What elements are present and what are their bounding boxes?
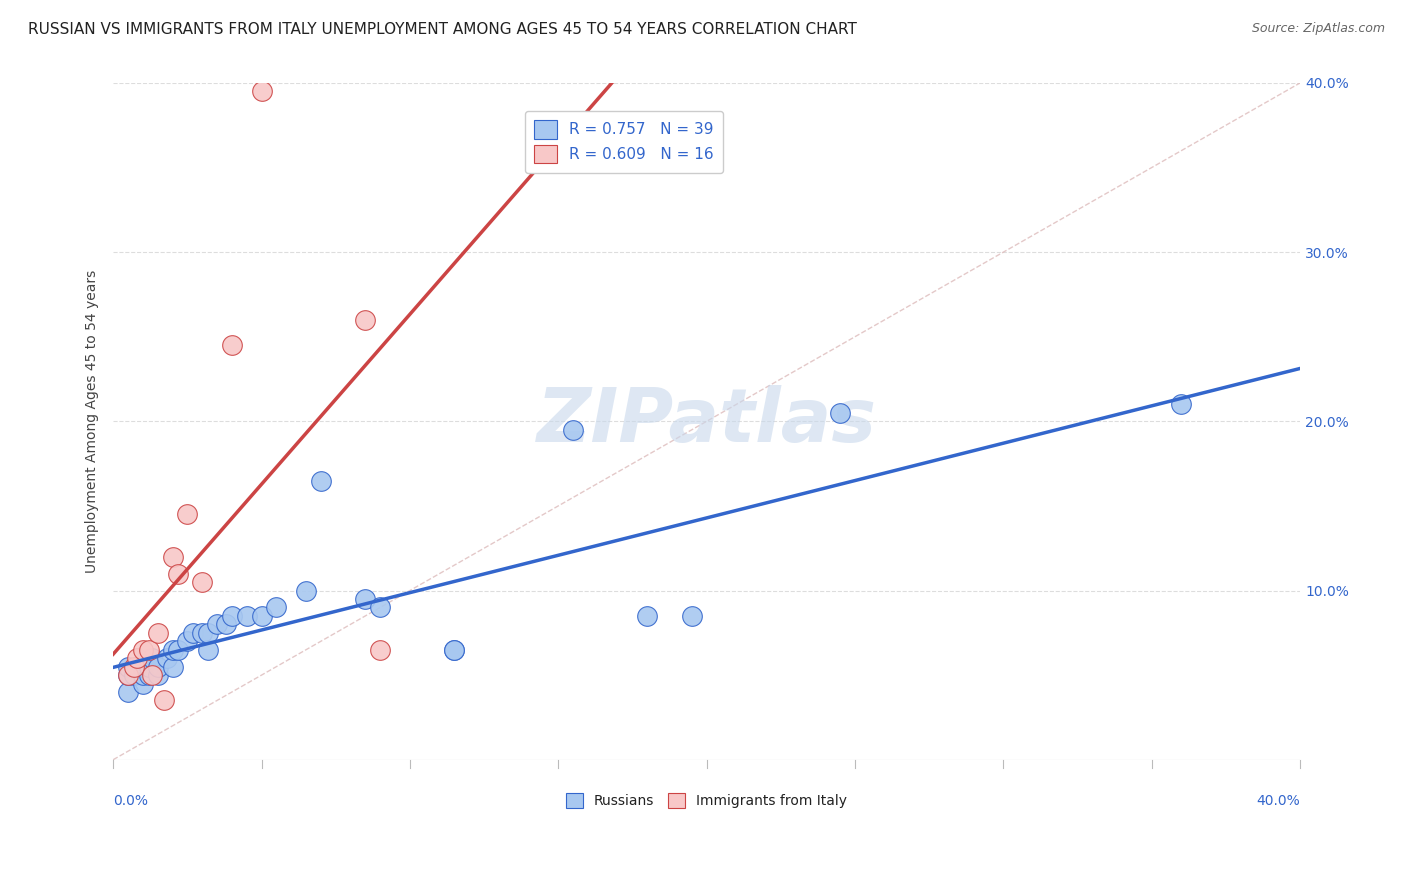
Point [176, 508, 198, 522]
Point [266, 600, 288, 615]
Point [138, 659, 160, 673]
Text: Source: ZipAtlas.com: Source: ZipAtlas.com [1251, 22, 1385, 36]
Point [309, 474, 332, 488]
Point [122, 659, 145, 673]
Point [562, 423, 585, 437]
Point [155, 651, 177, 665]
Point [250, 84, 273, 98]
Point [117, 668, 139, 682]
Point [132, 668, 155, 682]
Point [295, 583, 318, 598]
Point [636, 608, 658, 623]
Point [162, 659, 184, 673]
Legend: Russians, Immigrants from Italy: Russians, Immigrants from Italy [561, 788, 852, 814]
Point [146, 625, 169, 640]
Point [443, 642, 465, 657]
Point [125, 659, 148, 673]
Point [354, 591, 377, 606]
Text: RUSSIAN VS IMMIGRANTS FROM ITALY UNEMPLOYMENT AMONG AGES 45 TO 54 YEARS CORRELAT: RUSSIAN VS IMMIGRANTS FROM ITALY UNEMPLO… [28, 22, 858, 37]
Point [117, 659, 139, 673]
Point [162, 642, 184, 657]
Point [117, 668, 139, 682]
Point [132, 676, 155, 690]
Point [132, 659, 155, 673]
Point [368, 600, 391, 615]
Point [443, 642, 465, 657]
Point [181, 625, 204, 640]
Point [117, 685, 139, 699]
Point [830, 406, 852, 420]
Point [197, 625, 219, 640]
Point [191, 625, 214, 640]
Point [205, 617, 228, 632]
Point [141, 651, 163, 665]
Point [250, 608, 273, 623]
Point [368, 642, 391, 657]
Point [122, 668, 145, 682]
Point [167, 642, 190, 657]
Point [221, 338, 243, 352]
Point [125, 651, 148, 665]
Point [1170, 397, 1192, 411]
Point [221, 608, 243, 623]
Point [681, 608, 703, 623]
Point [132, 642, 155, 657]
Point [215, 617, 238, 632]
Text: 0.0%: 0.0% [114, 794, 148, 807]
Text: ZIPatlas: ZIPatlas [537, 384, 876, 458]
Point [191, 575, 214, 590]
Point [167, 566, 190, 581]
Y-axis label: Unemployment Among Ages 45 to 54 years: Unemployment Among Ages 45 to 54 years [86, 269, 100, 573]
Point [152, 693, 174, 707]
Point [138, 642, 160, 657]
Point [162, 549, 184, 564]
Point [146, 659, 169, 673]
Point [235, 608, 257, 623]
Point [197, 642, 219, 657]
Point [141, 668, 163, 682]
Point [138, 668, 160, 682]
Point [176, 634, 198, 648]
Point [146, 668, 169, 682]
Point [354, 313, 377, 327]
Text: 40.0%: 40.0% [1257, 794, 1301, 807]
